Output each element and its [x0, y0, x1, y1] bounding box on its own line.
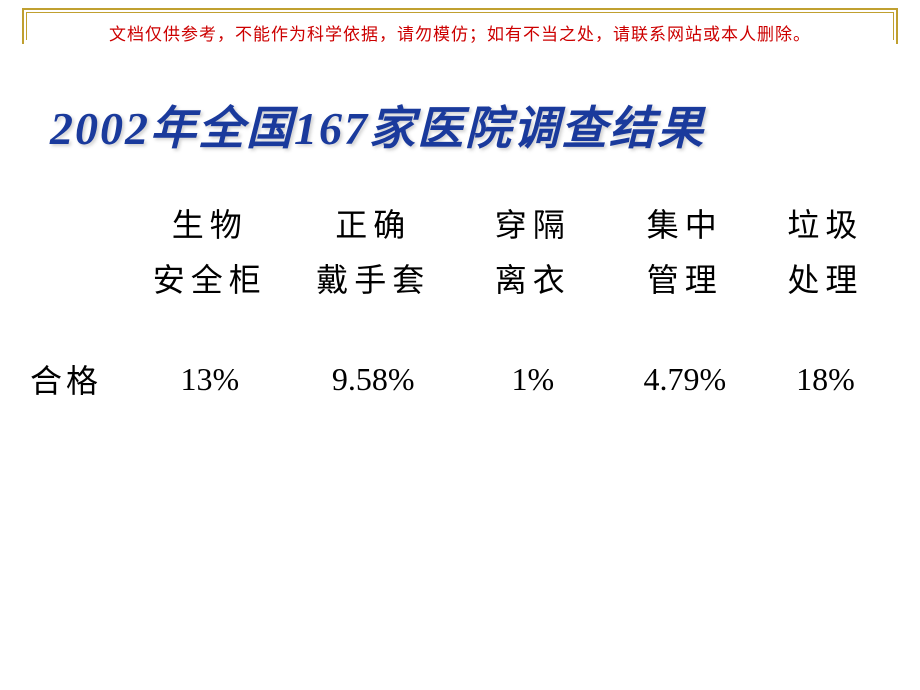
data-table: 生物 正确 穿隔 集中 垃圾 安全柜 戴手套 离衣 管理 处理 合格 13% 9…: [30, 200, 890, 402]
col-header-5-line1: 垃圾: [761, 200, 890, 251]
col-header-4-line2: 管理: [609, 255, 761, 306]
table-data-row: 合格 13% 9.58% 1% 4.79% 18%: [30, 356, 890, 402]
col-header-2-line2: 戴手套: [290, 255, 457, 306]
col-header-1-line1: 生物: [130, 200, 290, 251]
col-header-4-line1: 集中: [609, 200, 761, 251]
col-header-2-line1: 正确: [290, 200, 457, 251]
data-cell-2: 9.58%: [290, 361, 457, 398]
data-cell-4: 4.79%: [609, 361, 761, 398]
col-header-3-line2: 离衣: [457, 255, 609, 306]
col-header-3-line1: 穿隔: [457, 200, 609, 251]
data-cell-1: 13%: [130, 361, 290, 398]
table-header-row-1: 生物 正确 穿隔 集中 垃圾: [30, 200, 890, 251]
data-cell-3: 1%: [457, 361, 609, 398]
row-label-qualified: 合格: [30, 356, 130, 402]
col-header-5-line2: 处理: [761, 255, 890, 306]
col-header-1-line2: 安全柜: [130, 255, 290, 306]
disclaimer-text: 文档仅供参考，不能作为科学依据，请勿模仿；如有不当之处，请联系网站或本人删除。: [0, 20, 920, 45]
page-title: 2002年全国167家医院调查结果: [50, 92, 705, 158]
data-cell-5: 18%: [761, 361, 890, 398]
table-header-row-2: 安全柜 戴手套 离衣 管理 处理: [30, 255, 890, 306]
